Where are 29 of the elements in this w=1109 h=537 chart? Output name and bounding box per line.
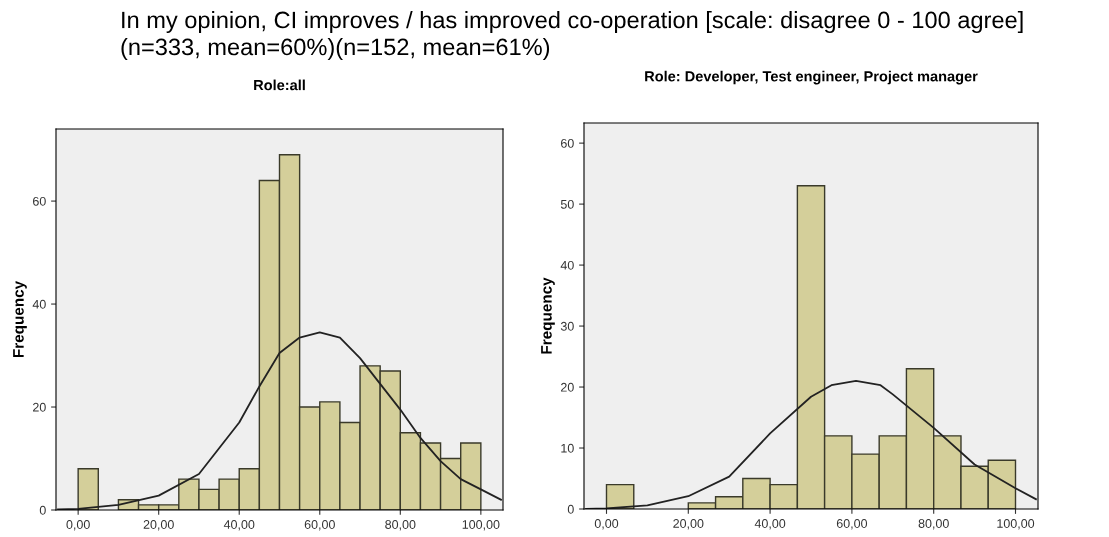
y-tick-label: 0 [567,504,574,514]
x-tick-label: 40,00 [754,519,786,530]
text: (n=333, mean=60%)(n=152, mean=61%) [121,38,550,60]
x-tick-label: 80,00 [918,519,949,530]
chart-title: Role: Developer, Test engineer, Project manager [645,70,978,85]
x-tick-label: 0,00 [594,519,619,530]
text: In my opinion, CI improves / has improved co-operation [scale: disagree 0 - 100 agree] [122,11,1023,33]
x-tick-label: 80,00 [385,520,416,531]
chart-title: Role:all [254,79,305,91]
x-tick-label: 0,00 [66,520,90,531]
x-tick-label: 60,00 [304,520,335,531]
x-tick-label: 20,00 [143,520,174,531]
y-tick-label: 30 [560,321,574,331]
x-tick-label: 100,00 [997,519,1035,530]
y-tick-label: 60 [33,196,46,206]
y-tick-label: 60 [561,138,574,148]
y-tick-label: 50 [560,199,574,209]
x-tick-label: 40,00 [223,520,255,531]
y-tick-label: 20 [561,382,574,392]
x-tick-label: 20,00 [673,519,704,530]
y-tick-label: 20 [33,402,46,412]
y-tick-label: 0 [39,505,46,515]
x-tick-label: 100,00 [462,520,500,531]
x-tick-label: 60,00 [836,519,868,530]
y-tick-label: 40 [560,260,574,270]
y-tick-label: 10 [561,443,574,453]
y-tick-label: 40 [32,299,46,309]
y-axis-title: Frequency [541,277,555,354]
y-axis-title: Frequency [13,280,27,358]
